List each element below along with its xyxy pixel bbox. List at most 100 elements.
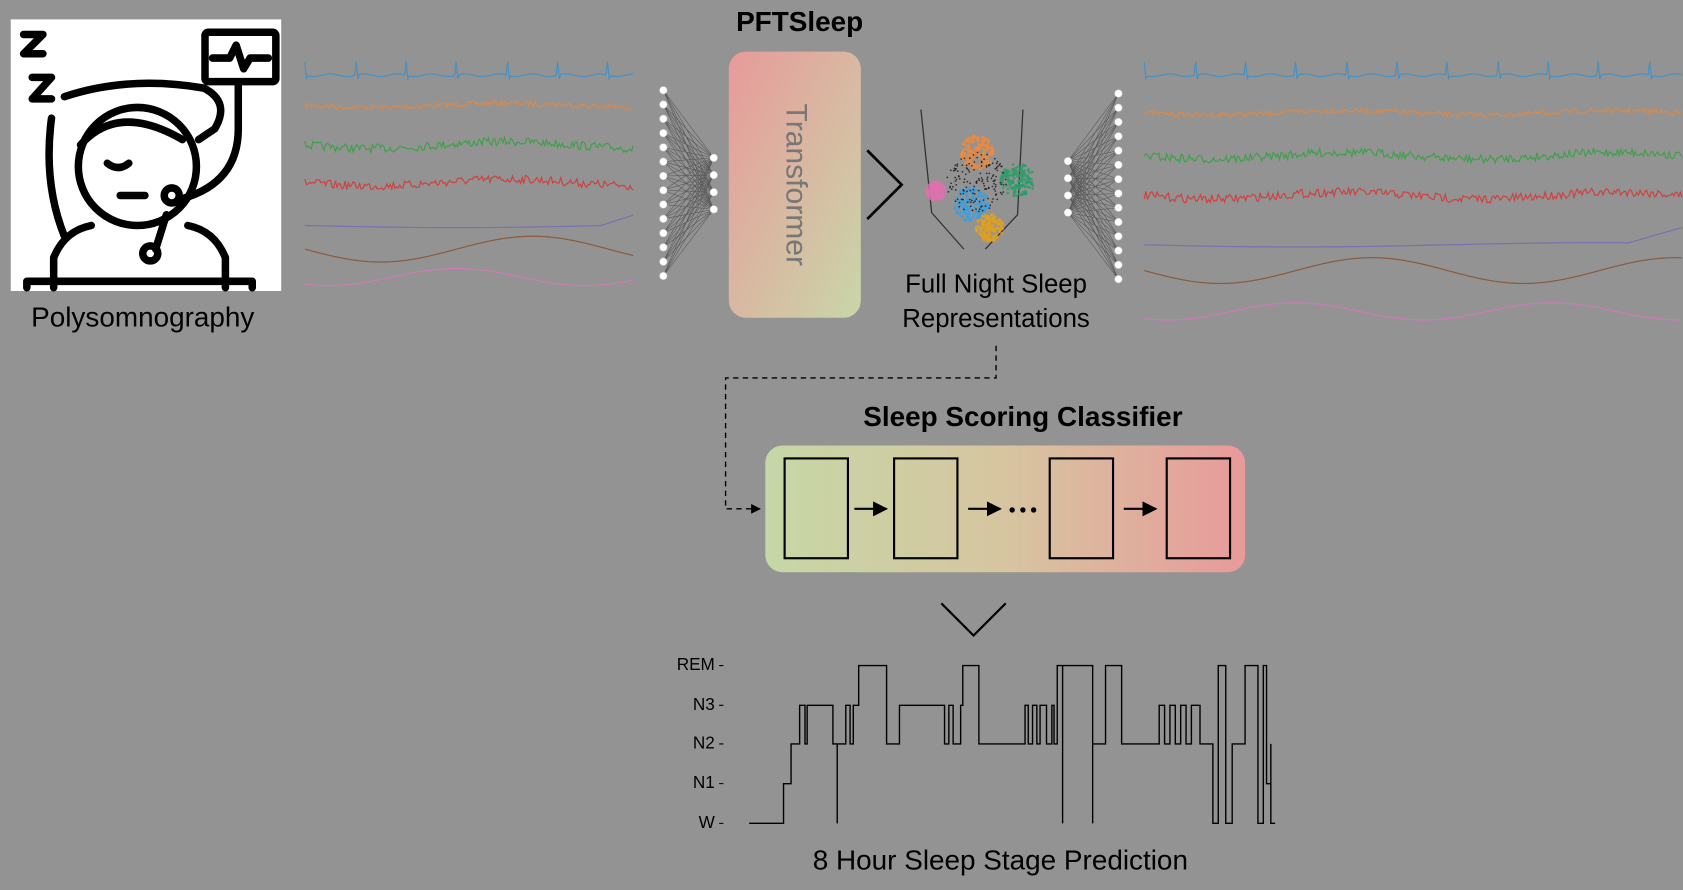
net-edge: [663, 209, 714, 220]
net-node: [709, 188, 718, 197]
embedding-point: [967, 136, 971, 140]
embedding-point: [964, 139, 968, 143]
embedding-point: [972, 198, 976, 201]
embedding-point: [974, 135, 977, 139]
embedding-point: [969, 201, 972, 203]
embedding-point: [991, 185, 994, 188]
embedding-point: [969, 189, 972, 192]
embedding-point: [954, 164, 957, 167]
embedding-point: [979, 211, 983, 215]
net-edge: [663, 147, 714, 159]
net-edge: [663, 191, 714, 205]
embedding-point: [966, 168, 969, 170]
reconstruction-head: [1063, 89, 1123, 284]
embedding-point: [929, 183, 933, 187]
net-edge: [1067, 164, 1119, 196]
signal-trace: [1143, 61, 1683, 81]
embedding-point: [986, 180, 989, 183]
embedding-point: [976, 148, 980, 152]
net-node: [659, 157, 668, 166]
embedding-point: [958, 205, 961, 208]
embedding-point: [1000, 165, 1002, 168]
net-edge: [663, 174, 715, 262]
embedding-point: [1002, 172, 1005, 174]
net-edge: [1067, 150, 1119, 213]
embedding-point: [987, 197, 989, 200]
embedding-point: [976, 151, 979, 154]
embedding-point: [1015, 175, 1019, 178]
net-node: [1114, 103, 1123, 112]
embedding-point: [987, 164, 990, 167]
net-edge: [1067, 193, 1119, 213]
embedding-point: [991, 213, 995, 216]
net-edge: [1067, 212, 1119, 266]
embedding-point: [968, 216, 972, 219]
embedding-point: [1022, 183, 1025, 187]
embedding-point: [1013, 170, 1016, 174]
embedding-point: [1002, 186, 1005, 190]
embedding-point: [982, 182, 985, 185]
embedding-point: [981, 209, 984, 212]
embedding-point: [967, 218, 970, 221]
net-edge: [663, 157, 714, 191]
embedding-point: [1020, 180, 1024, 183]
embedding-point: [986, 153, 988, 156]
embedding-point: [976, 156, 978, 159]
embedding-point: [991, 149, 995, 153]
embedding-point: [1028, 171, 1031, 175]
embedding-point: [956, 198, 959, 201]
embedding-point: [978, 200, 981, 203]
embedding-point: [1006, 170, 1010, 174]
net-node: [659, 129, 668, 138]
embedding-point: [981, 214, 985, 218]
embedding-point: [978, 229, 982, 232]
embedding-point: [926, 187, 929, 191]
embedding-point: [927, 195, 931, 199]
patch-embedding: [659, 86, 718, 280]
net-node: [659, 229, 668, 238]
embedding-point: [1012, 173, 1016, 177]
net-edge: [663, 174, 714, 205]
embedding-point: [972, 188, 975, 191]
embedding-point: [1027, 177, 1031, 180]
embedding-point: [952, 185, 954, 188]
net-edge: [663, 157, 715, 277]
net-node: [1114, 203, 1123, 212]
embedding-point: [961, 142, 965, 146]
embedding-point: [989, 233, 992, 237]
net-edge: [663, 157, 714, 219]
net-node: [659, 100, 668, 109]
embedding-point: [957, 207, 961, 211]
net-node: [1114, 189, 1123, 198]
embedding-point: [971, 209, 974, 212]
stage-label: REM: [677, 654, 715, 674]
embedding-point: [949, 185, 951, 188]
embedding-point: [1002, 184, 1005, 186]
embedding-point: [1014, 166, 1018, 170]
embedding-point: [936, 181, 940, 184]
net-edge: [1067, 121, 1119, 213]
embedding-point: [995, 166, 998, 169]
net-node: [1114, 118, 1123, 127]
embedding-point: [966, 201, 969, 204]
net-edge: [1067, 150, 1119, 162]
net-edge: [1067, 207, 1119, 213]
embedding-point: [1012, 177, 1016, 180]
input-label: Polysomnography: [31, 301, 254, 332]
embedding-point: [971, 164, 973, 167]
embedding-point: [1000, 183, 1003, 186]
embedding-point: [991, 220, 995, 224]
embedding-point: [1015, 171, 1019, 175]
step-box: [1048, 457, 1115, 560]
net-node: [1063, 208, 1073, 217]
embedding-point: [961, 149, 965, 152]
stage-ticks: [719, 665, 724, 824]
embedding-point: [971, 157, 975, 161]
net-edge: [663, 104, 715, 193]
embedding-point: [995, 221, 999, 225]
embedding-point: [989, 238, 993, 242]
stage-label: N3: [693, 694, 715, 714]
embedding-point: [963, 157, 966, 160]
embedding-point: [986, 176, 989, 179]
embedding-point: [947, 190, 950, 193]
